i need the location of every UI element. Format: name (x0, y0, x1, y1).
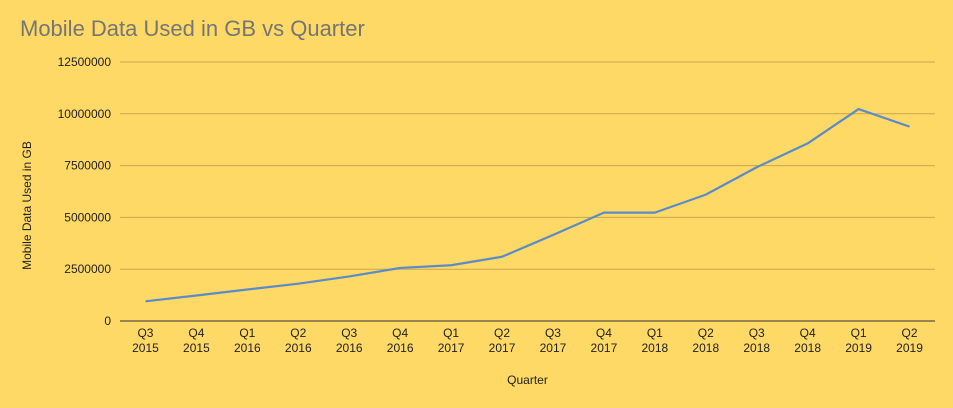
x-tick-year: 2019 (896, 341, 923, 355)
x-tick-label: Q3 2018 (743, 326, 770, 355)
x-tick-year: 2017 (540, 341, 567, 355)
x-tick-quarter: Q1 (851, 326, 867, 340)
x-tick-quarter: Q4 (596, 326, 612, 340)
x-tick-quarter: Q3 (137, 326, 153, 340)
x-tick-label: Q4 2015 (183, 326, 210, 355)
x-tick-label: Q4 2016 (387, 326, 414, 355)
x-tick-quarter: Q3 (545, 326, 561, 340)
chart-title: Mobile Data Used in GB vs Quarter (20, 16, 365, 41)
x-tick-year: 2016 (387, 341, 414, 355)
x-tick-label: Q3 2015 (132, 326, 159, 355)
x-tick-label: Q2 2018 (692, 326, 719, 355)
x-tick-year: 2015 (183, 341, 210, 355)
x-tick-quarter: Q1 (647, 326, 663, 340)
x-tick-quarter: Q4 (188, 326, 204, 340)
y-tick-label: 10000000 (58, 107, 112, 121)
y-tick-label: 12500000 (58, 55, 112, 69)
x-tick-year: 2018 (743, 341, 770, 355)
x-tick-quarter: Q4 (392, 326, 408, 340)
x-tick-year: 2016 (234, 341, 261, 355)
x-tick-year: 2017 (438, 341, 465, 355)
series-line (145, 107, 910, 303)
x-tick-label: Q1 2019 (845, 326, 872, 355)
x-tick-quarter: Q2 (698, 326, 714, 340)
x-tick-quarter: Q2 (494, 326, 510, 340)
x-tick-label: Q2 2019 (896, 326, 923, 355)
x-tick-year: 2016 (336, 341, 363, 355)
x-tick-year: 2016 (285, 341, 312, 355)
x-tick-quarter: Q1 (239, 326, 255, 340)
x-tick-quarter: Q2 (902, 326, 918, 340)
x-tick-year: 2019 (845, 341, 872, 355)
x-tick-label: Q4 2017 (591, 326, 618, 355)
y-tick-label: 7500000 (64, 159, 111, 173)
x-tick-quarter: Q3 (341, 326, 357, 340)
y-axis-ticks: 0 2500000 5000000 7500000 10000000 12500000 (58, 55, 112, 328)
x-tick-label: Q1 2018 (641, 326, 668, 355)
x-tick-label: Q4 2018 (794, 326, 821, 355)
x-tick-label: Q3 2016 (336, 326, 363, 355)
gridlines (120, 61, 935, 322)
y-tick-label: 5000000 (64, 210, 111, 224)
x-tick-quarter: Q3 (749, 326, 765, 340)
x-tick-label: Q1 2016 (234, 326, 261, 355)
x-tick-year: 2017 (489, 341, 516, 355)
x-axis-title: Quarter (507, 373, 548, 387)
y-axis-title: Mobile Data Used in GB (20, 141, 34, 270)
y-tick-label: 2500000 (64, 262, 111, 276)
y-tick-label: 0 (104, 314, 111, 328)
x-tick-quarter: Q4 (800, 326, 816, 340)
x-tick-label: Q2 2016 (285, 326, 312, 355)
x-tick-label: Q3 2017 (540, 326, 567, 355)
x-tick-quarter: Q1 (443, 326, 459, 340)
x-tick-year: 2017 (591, 341, 618, 355)
x-tick-year: 2018 (641, 341, 668, 355)
x-tick-year: 2015 (132, 341, 159, 355)
x-tick-year: 2018 (794, 341, 821, 355)
x-tick-quarter: Q2 (290, 326, 306, 340)
series-group (145, 107, 910, 303)
x-tick-year: 2018 (692, 341, 719, 355)
x-tick-label: Q1 2017 (438, 326, 465, 355)
x-tick-label: Q2 2017 (489, 326, 516, 355)
